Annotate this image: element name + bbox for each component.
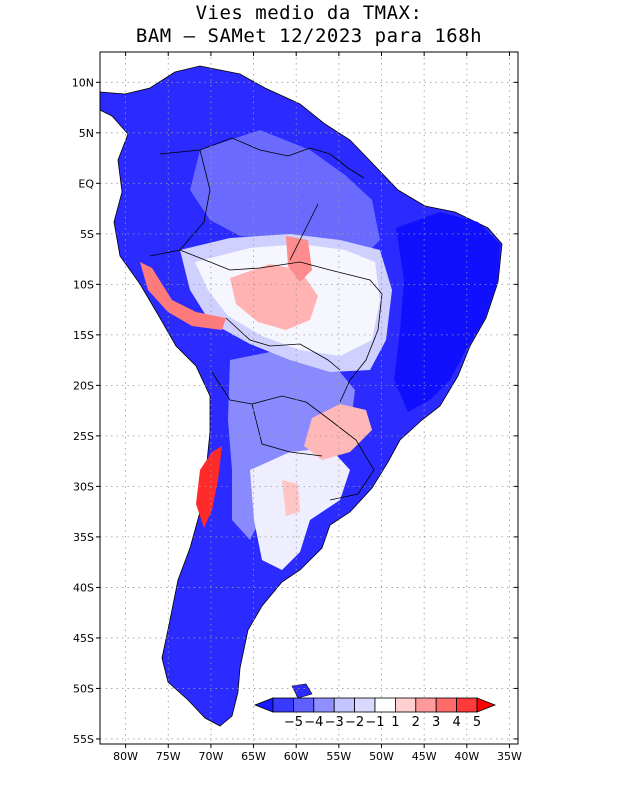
map-title-line-1: Vies medio da TMAX: — [195, 2, 423, 24]
colorbar-segment — [333, 697, 356, 713]
y-tick-label: 15S — [73, 329, 94, 342]
bias-zone-warm-paraguay — [304, 404, 372, 460]
x-tick-label: 60W — [284, 750, 309, 763]
bias-zone-hot-andes-chile — [196, 446, 222, 528]
x-tick-label: 75W — [156, 750, 181, 763]
y-tick-label: 25S — [73, 430, 94, 443]
falkland-islands — [291, 683, 313, 699]
colorbar-label: −1 — [365, 715, 384, 730]
x-tick-label: 70W — [198, 750, 223, 763]
y-tick-label: 50S — [73, 682, 94, 695]
bias-zone-warm-core — [286, 236, 312, 282]
colorbar-segment — [313, 697, 335, 713]
colorbar-label: 1 — [391, 715, 399, 730]
colorbar-label: 4 — [452, 715, 460, 730]
y-tick-label: 5N — [79, 127, 94, 140]
bias-zone-neutral-south — [250, 448, 350, 570]
y-tick-label: 40S — [73, 581, 94, 594]
y-tick-label: 10N — [72, 76, 94, 89]
colorbar: −5 −4 −3 −2 −1 1 2 3 4 5 — [253, 697, 497, 730]
colorbar-label: −3 — [325, 715, 344, 730]
colorbar-segment — [394, 697, 417, 713]
x-tick-label: 55W — [326, 750, 351, 763]
colorbar-segment — [272, 697, 294, 713]
colorbar-segment — [456, 697, 478, 713]
y-tick-label: 30S — [73, 480, 94, 493]
country-borders — [149, 137, 383, 501]
map-content — [100, 65, 503, 727]
y-tick-label: EQ — [78, 177, 94, 190]
colorbar-segment — [435, 697, 458, 713]
lat-lon-grid — [100, 52, 518, 744]
x-tick-label: 45W — [412, 750, 437, 763]
y-tick-label: 10S — [73, 278, 94, 291]
y-tick-label: 5S — [80, 228, 94, 241]
y-tick-label: 20S — [73, 379, 94, 392]
x-tick-label: 65W — [241, 750, 266, 763]
colorbar-segment — [292, 697, 315, 713]
bias-zone-warm-central — [230, 264, 318, 330]
colorbar-label: 2 — [412, 715, 420, 730]
x-tick-label: 35W — [497, 750, 522, 763]
colorbar-label: −2 — [345, 715, 364, 730]
x-tick-label: 50W — [369, 750, 394, 763]
y-tick-label: 55S — [73, 733, 94, 746]
y-tick-label: 45S — [73, 632, 94, 645]
colorbar-label: −5 — [284, 715, 303, 730]
bias-zone-strong-cold-east — [394, 212, 500, 412]
colorbar-arrow-right — [476, 697, 497, 713]
bias-zone-warm-argentina — [282, 480, 300, 516]
colorbar-label: 5 — [473, 715, 481, 730]
bias-zone-moderate-cold — [190, 130, 380, 260]
map-frame — [99, 51, 519, 745]
axis-ticks: 80W 75W 70W 65W 60W 55W 50W 45W 40W 35W 10N 5N EQ 5S 1… — [72, 52, 522, 763]
y-tick-label: 35S — [73, 531, 94, 544]
x-tick-label: 40W — [454, 750, 479, 763]
colorbar-label: −4 — [304, 715, 323, 730]
map-title-line-2: BAM – SAMet 12/2023 para 168h — [135, 25, 483, 47]
colorbar-label: 3 — [432, 715, 440, 730]
bias-zone-warm-andes-peru — [140, 262, 226, 330]
colorbar-segment — [374, 697, 396, 713]
colorbar-segment — [415, 697, 437, 713]
x-tick-label: 80W — [113, 750, 138, 763]
colorbar-segment — [354, 697, 376, 713]
